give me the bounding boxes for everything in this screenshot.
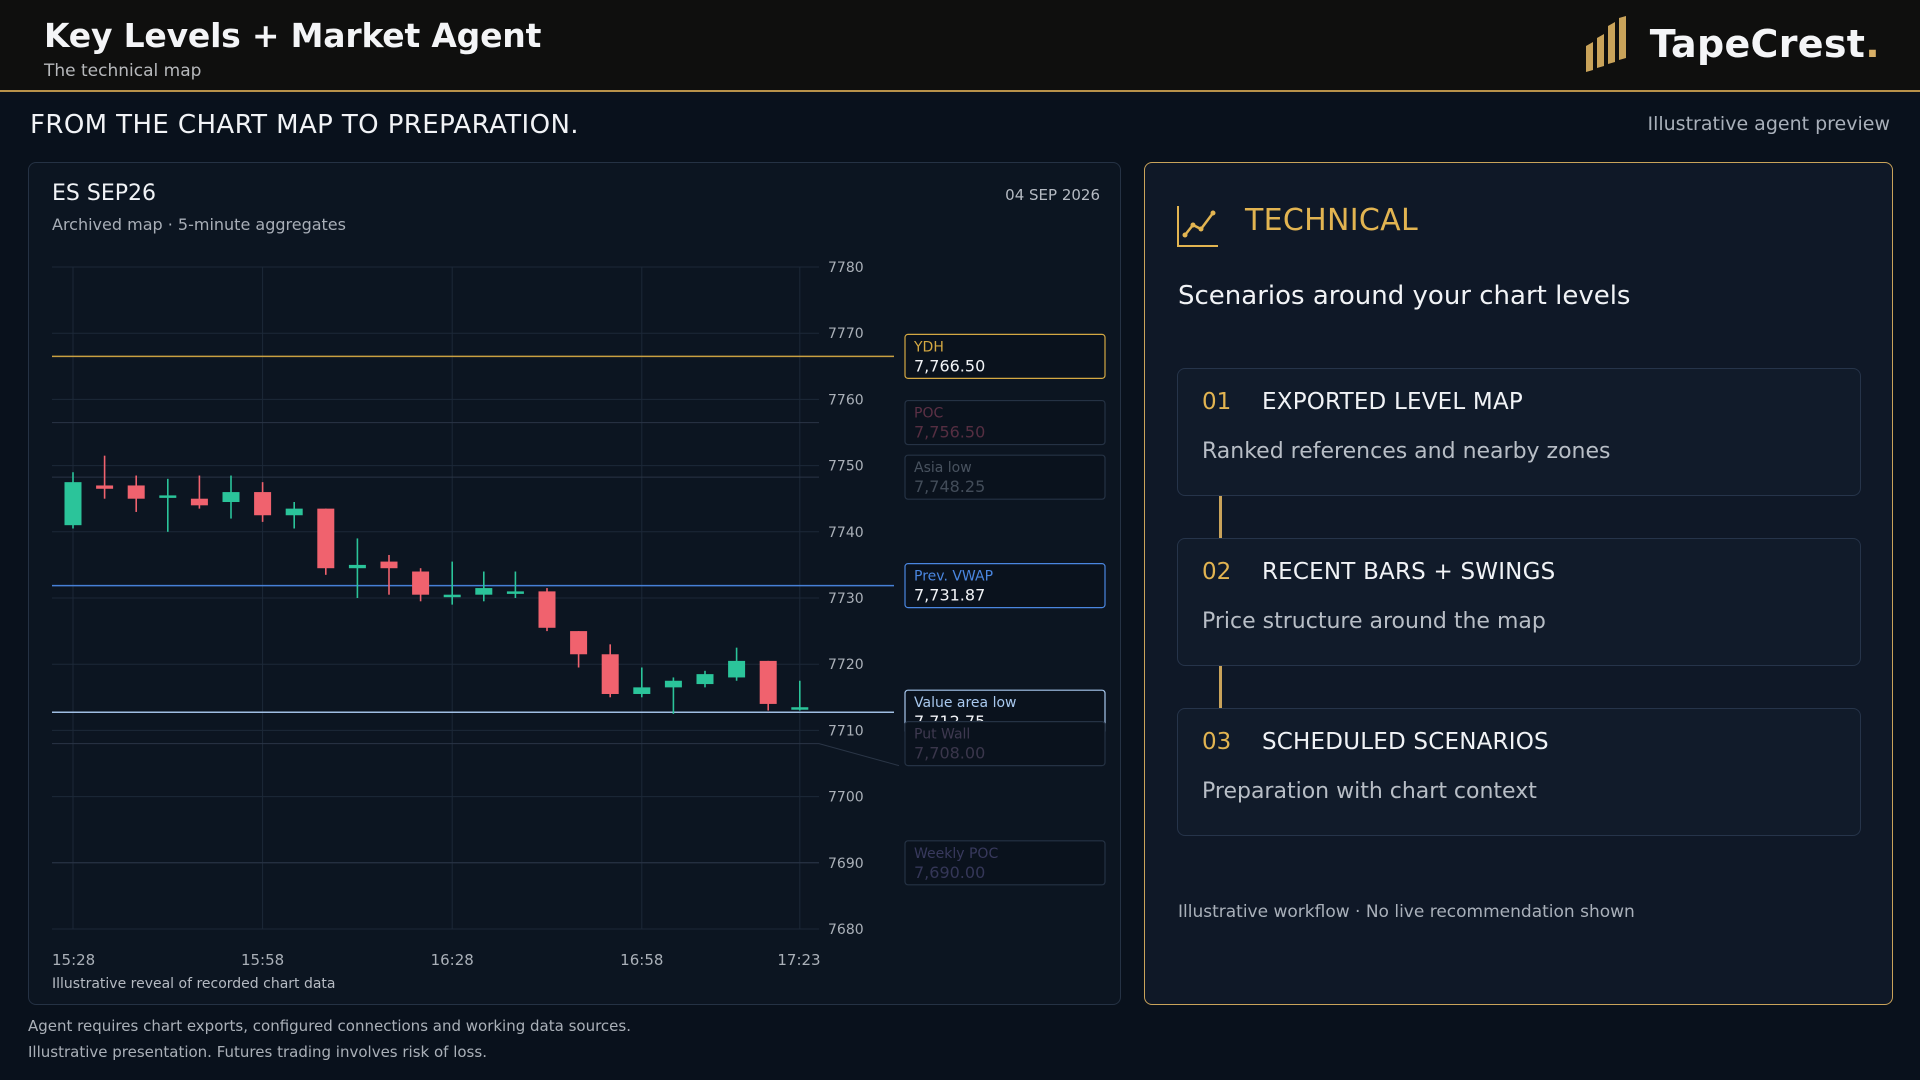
y-tick-label: 7780 [828,260,864,276]
x-tick-label: 16:28 [431,951,474,969]
candle-body [380,561,398,569]
candle-body [443,594,461,598]
candle-body [96,485,114,489]
candle-body [791,707,809,710]
step-connector [1219,666,1222,708]
level-value: 7,731.87 [914,586,985,605]
candle-body [285,508,303,516]
y-tick-label: 7750 [828,459,864,475]
y-tick-label: 7700 [828,790,864,806]
step-number: 03 [1202,729,1232,755]
brand-dot: . [1865,22,1880,66]
agent-title: TECHNICAL [1245,203,1418,238]
y-tick-label: 7770 [828,326,864,342]
step-description: Ranked references and nearby zones [1202,439,1611,464]
step-card-recent-bars: 02 RECENT BARS + SWINGS Price structure … [1177,538,1861,666]
y-tick-label: 7690 [828,856,864,872]
candle-body [696,674,714,685]
level-name: POC [914,406,943,422]
agent-heading: Scenarios around your chart levels [1178,281,1631,311]
step-number: 02 [1202,559,1232,585]
level-value: 7,708.00 [914,744,985,763]
step-connector [1219,496,1222,538]
candle-body [664,680,682,688]
y-tick-label: 7720 [828,657,864,673]
level-name: Weekly POC [914,846,998,862]
candle-body [127,485,145,499]
chart-date: 04 SEP 2026 [1005,186,1100,204]
level-name: Asia low [914,460,972,476]
level-value: 7,756.50 [914,423,985,442]
line-chart-icon [1177,206,1218,247]
x-tick-label: 17:23 [777,951,820,969]
candle-body [348,564,366,569]
level-name: Value area low [914,695,1016,711]
chart-subtitle: Archived map · 5-minute aggregates [52,215,346,234]
level-label-box [904,563,1106,609]
level-label-box [904,333,1106,379]
chart-panel: ES SEP26 04 SEP 2026 Archived map · 5-mi… [28,162,1121,1005]
step-card-exported-level-map: 01 EXPORTED LEVEL MAP Ranked references … [1177,368,1861,496]
candle-body [570,631,588,655]
candle-body [728,660,746,678]
candle-body [506,591,524,594]
candle-body [412,571,430,595]
y-tick-label: 7680 [828,922,864,938]
disclaimer-line: Illustrative presentation. Futures tradi… [28,1043,487,1061]
candle-body [317,508,335,569]
bar-chart-logo-icon [1585,16,1626,72]
level-value: 7,690.00 [914,863,985,882]
x-tick-label: 15:28 [52,951,95,969]
x-tick-label: 16:58 [620,951,663,969]
brand-logo: TapeCrest. [1584,14,1880,74]
page-title: Key Levels + Market Agent [44,16,542,55]
candlestick-chart: 7780 7770 7760 7750 7740 7730 7720 7710 7700 7690… [52,260,1106,969]
candle-body [633,687,651,694]
brand-name: TapeCrest. [1650,22,1880,66]
level-label-box [904,840,1106,886]
candle-body [254,492,272,516]
y-tick-label: 7710 [828,723,864,739]
y-tick-label: 7740 [828,525,864,541]
level-value: 7,748.25 [914,477,985,496]
candle-body [538,591,556,628]
step-number: 01 [1202,389,1232,415]
level-name: YDH [913,339,944,355]
step-description: Price structure around the map [1202,609,1546,634]
level-label-box [904,454,1106,500]
candle-body [601,654,619,694]
level-value: 7,766.50 [914,356,985,375]
step-description: Preparation with chart context [1202,779,1537,804]
page-subtitle: The technical map [44,61,202,81]
level-connector [818,743,900,767]
candle-body [475,588,493,595]
y-tick-label: 7730 [828,591,864,607]
candle-body [159,495,177,498]
candle-body [222,492,240,503]
y-tick-label: 7760 [828,392,864,408]
candle-body [64,482,82,526]
candle-body [190,498,208,506]
agent-panel: TECHNICAL Scenarios around your chart le… [1144,162,1893,1005]
chart-symbol: ES SEP26 [52,181,156,206]
step-title: SCHEDULED SCENARIOS [1262,729,1549,755]
step-card-scheduled-scenarios: 03 SCHEDULED SCENARIOS Preparation with … [1177,708,1861,836]
brand-name-text: TapeCrest [1649,22,1866,66]
level-name: Prev. VWAP [914,569,993,585]
level-label-box [904,721,1106,767]
step-title: EXPORTED LEVEL MAP [1262,389,1523,415]
disclaimer-line: Agent requires chart exports, configured… [28,1017,631,1035]
agent-footnote: Illustrative workflow · No live recommen… [1178,902,1635,922]
preview-note: Illustrative agent preview [1647,113,1890,135]
level-name: Put Wall [914,727,970,743]
step-title: RECENT BARS + SWINGS [1262,559,1556,585]
level-label-box [904,399,1106,446]
candle-body [759,660,777,704]
chart-footnote: Illustrative reveal of recorded chart da… [52,976,336,992]
x-tick-label: 15:58 [241,951,284,969]
top-bar: Key Levels + Market Agent The technical … [0,0,1920,92]
section-heading: FROM THE CHART MAP TO PREPARATION. [30,110,579,140]
